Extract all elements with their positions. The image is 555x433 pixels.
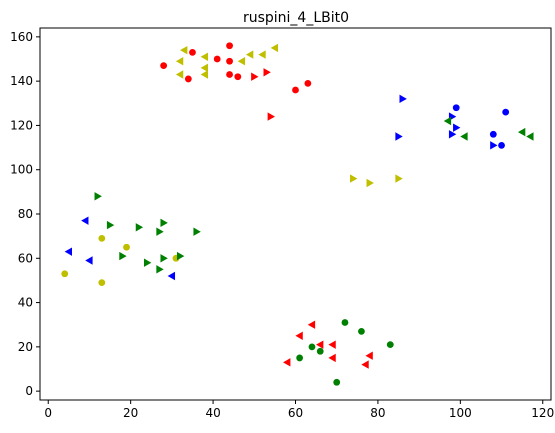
y-tick-label: 60 xyxy=(18,251,33,265)
x-tick-label: 20 xyxy=(123,406,138,420)
data-point-triangle-left-blue xyxy=(64,247,72,256)
data-point-circle-red xyxy=(304,79,312,87)
data-point-circle-green xyxy=(386,341,394,349)
data-point-circle-green xyxy=(341,319,349,326)
data-point-triangle-left-yellow xyxy=(245,50,254,59)
x-tick-label: 100 xyxy=(449,406,472,420)
data-point-triangle-left-yellow xyxy=(200,70,208,79)
data-point-triangle-right-yellow xyxy=(395,174,403,183)
data-point-circle-blue xyxy=(502,108,510,116)
data-point-triangle-right-green xyxy=(176,251,185,261)
data-point-triangle-left-green xyxy=(443,116,452,126)
data-point-triangle-right-green xyxy=(119,251,127,261)
data-point-triangle-left-yellow xyxy=(258,50,266,59)
data-point-triangle-right-blue xyxy=(490,141,498,150)
data-point-triangle-right-yellow xyxy=(350,174,358,183)
data-point-circle-yellow xyxy=(98,234,106,242)
data-point-triangle-left-yellow xyxy=(175,70,184,79)
y-tick-label: 20 xyxy=(18,340,33,354)
x-tick-label: 40 xyxy=(205,406,220,420)
data-point-circle-yellow xyxy=(61,270,69,278)
data-point-triangle-left-red xyxy=(365,351,373,360)
data-point-circle-red xyxy=(160,62,168,70)
data-point-circle-green xyxy=(316,347,324,355)
data-point-triangle-right-blue xyxy=(399,94,407,104)
data-point-triangle-right-green xyxy=(135,223,144,232)
y-tick-label: 120 xyxy=(10,118,33,132)
data-point-triangle-left-yellow xyxy=(175,57,184,66)
data-point-circle-red xyxy=(234,73,242,81)
data-point-circle-red xyxy=(184,75,192,83)
y-tick-label: 40 xyxy=(18,296,33,310)
data-point-circle-green xyxy=(308,343,316,351)
data-point-triangle-right-red xyxy=(267,112,275,121)
data-point-triangle-left-red xyxy=(316,340,324,349)
data-point-triangle-right-green xyxy=(160,218,168,228)
data-point-triangle-right-green xyxy=(160,254,168,263)
data-point-circle-red xyxy=(226,42,233,50)
data-point-circle-blue xyxy=(489,130,497,138)
data-point-triangle-left-blue xyxy=(167,271,176,281)
data-point-triangle-right-green xyxy=(156,227,164,236)
data-point-triangle-left-red xyxy=(328,353,336,363)
data-point-triangle-left-yellow xyxy=(200,52,208,61)
data-point-triangle-left-green xyxy=(526,132,534,141)
x-tick-label: 80 xyxy=(370,406,385,420)
data-point-circle-green xyxy=(333,378,341,386)
plot-frame xyxy=(39,27,552,401)
data-point-circle-green xyxy=(358,327,365,335)
data-point-triangle-left-red xyxy=(283,358,291,367)
chart-title: ruspini_4_LBit0 xyxy=(243,10,349,26)
data-point-triangle-left-blue xyxy=(85,256,93,265)
x-tick-label: 60 xyxy=(288,406,303,420)
data-point-triangle-left-blue xyxy=(81,216,89,225)
x-tick-label: 0 xyxy=(44,406,52,420)
data-point-circle-blue xyxy=(452,104,460,112)
data-point-circle-red xyxy=(226,71,233,78)
data-point-triangle-right-blue xyxy=(395,132,403,141)
y-tick-label: 160 xyxy=(10,30,33,44)
data-point-circle-yellow xyxy=(98,279,106,287)
data-point-triangle-right-blue xyxy=(448,130,457,139)
data-point-triangle-right-green xyxy=(106,220,115,230)
data-point-triangle-left-yellow xyxy=(200,63,208,73)
y-tick-label: 140 xyxy=(10,74,33,88)
data-point-circle-red xyxy=(226,57,233,65)
data-point-circle-red xyxy=(189,48,196,56)
data-point-triangle-left-yellow xyxy=(270,43,279,53)
data-point-circle-red xyxy=(213,55,221,63)
data-point-triangle-right-yellow xyxy=(366,178,374,188)
data-point-triangle-left-yellow xyxy=(180,45,188,55)
axes: 0 20 40 60 80 100 120 0 20 40 60 80 100 120 140 160 xyxy=(10,30,554,420)
data-point-triangle-right-green xyxy=(193,227,201,236)
data-point-triangle-left-red xyxy=(328,340,336,349)
data-point-circle-red xyxy=(292,86,299,94)
data-point-triangle-left-red xyxy=(295,331,303,340)
data-point-triangle-left-yellow xyxy=(237,57,246,66)
y-tick-label: 100 xyxy=(10,163,33,177)
data-point-triangle-right-red xyxy=(251,72,259,81)
data-point-triangle-left-red xyxy=(361,360,369,369)
data-point-triangle-right-red xyxy=(263,68,271,77)
data-point-circle-green xyxy=(296,354,304,362)
data-point-triangle-right-green xyxy=(156,265,164,274)
data-point-triangle-right-blue xyxy=(453,123,461,132)
y-tick-label: 80 xyxy=(18,207,33,221)
x-tick-label: 120 xyxy=(531,406,554,420)
data-point-triangle-left-red xyxy=(307,320,316,329)
data-point-triangle-right-green xyxy=(94,192,102,201)
y-tick-label: 0 xyxy=(25,384,33,398)
data-point-triangle-left-green xyxy=(460,132,468,141)
plot-marks xyxy=(61,42,534,386)
data-point-triangle-left-green xyxy=(517,127,526,137)
data-point-circle-yellow xyxy=(123,243,130,251)
data-point-triangle-right-green xyxy=(143,258,152,267)
data-point-circle-blue xyxy=(498,141,505,149)
